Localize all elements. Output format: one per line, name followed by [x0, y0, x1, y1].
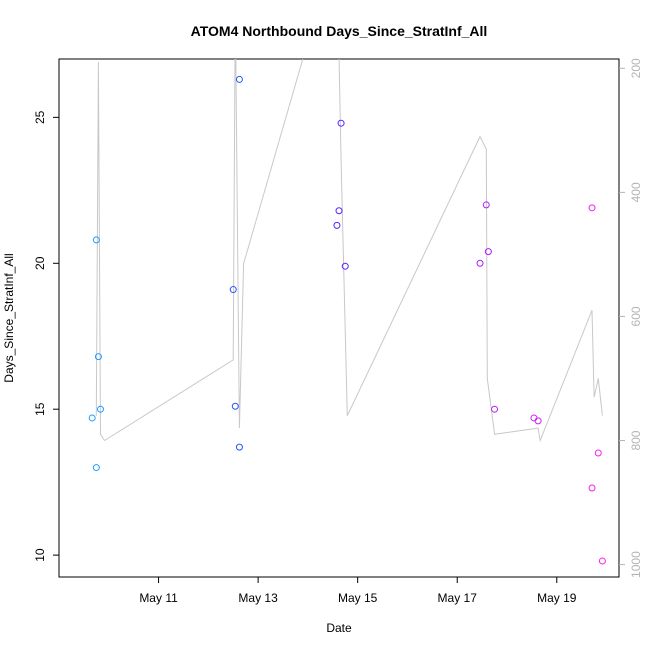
data-point — [333, 221, 341, 229]
y-axis-left: 10 15 20 25 — [33, 110, 59, 562]
data-point — [235, 75, 243, 83]
data-point — [588, 204, 596, 212]
y-tick-label: 10 — [33, 548, 47, 562]
y2-tick-label: 800 — [629, 430, 643, 450]
data-point — [94, 353, 102, 361]
data-point — [588, 484, 596, 492]
x-tick-label: May 19 — [537, 591, 577, 605]
data-point — [337, 119, 345, 127]
data-point — [476, 259, 484, 267]
y-axis-label: Days_Since_StratInf_All — [2, 253, 16, 382]
y-tick-label: 20 — [33, 256, 47, 270]
data-point — [92, 464, 100, 472]
data-point — [88, 414, 96, 422]
y-tick-label: 15 — [33, 402, 47, 416]
x-axis: May 11 May 13 May 15 May 17 May 19 — [139, 577, 577, 605]
data-point — [235, 443, 243, 451]
y2-tick-label: 1000 — [629, 551, 643, 578]
series-line — [95, 59, 603, 443]
data-point — [231, 402, 239, 410]
x-tick-label: May 13 — [238, 591, 278, 605]
data-point — [335, 207, 343, 215]
x-axis-label: Date — [326, 621, 352, 635]
x-tick-label: May 11 — [139, 591, 178, 605]
y2-tick-label: 600 — [629, 306, 643, 326]
data-point — [229, 286, 237, 294]
plot-frame — [58, 58, 620, 578]
y-axis-right: 200 400 600 800 1000 — [619, 58, 643, 578]
y-tick-label: 25 — [33, 110, 47, 124]
line-series — [95, 59, 603, 443]
data-point — [594, 449, 602, 457]
scatter-points — [88, 75, 606, 565]
chart-title: ATOM4 Northbound Days_Since_StratInf_All — [191, 23, 488, 39]
x-tick-label: May 17 — [438, 591, 478, 605]
y2-tick-label: 400 — [629, 182, 643, 202]
data-point — [92, 236, 100, 244]
data-point — [534, 417, 542, 425]
x-tick-label: May 15 — [338, 591, 378, 605]
data-point — [598, 557, 606, 565]
data-point — [482, 201, 490, 209]
data-point — [96, 405, 104, 413]
data-point — [341, 262, 349, 270]
data-point — [530, 414, 538, 422]
data-point — [491, 405, 499, 413]
data-point — [484, 248, 492, 256]
y2-tick-label: 200 — [629, 58, 643, 78]
